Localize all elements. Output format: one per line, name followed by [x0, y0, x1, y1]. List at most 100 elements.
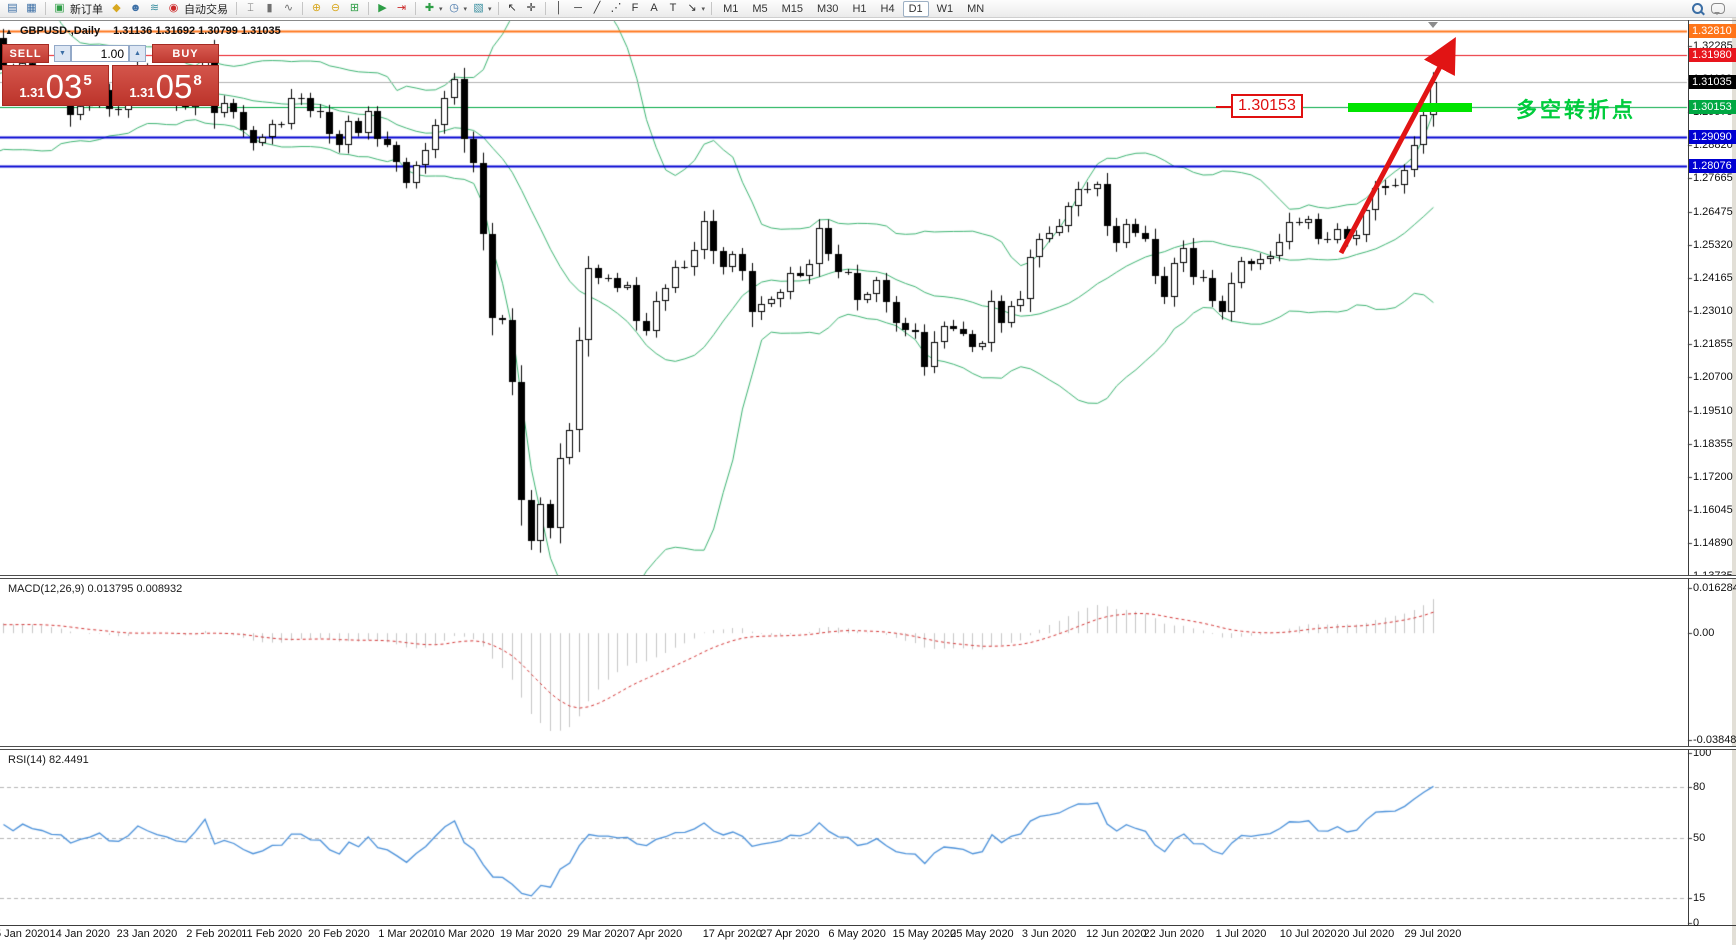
resistance-upper-price-badge: 1.32810 [1689, 24, 1736, 39]
text-tool-icon[interactable]: A [650, 2, 658, 14]
price-axis-tick: 1.17200 [1693, 471, 1733, 484]
main-macd-pane-separator[interactable] [0, 575, 1736, 579]
new-order-icon[interactable]: ▣ [54, 2, 65, 14]
timeframe-toolbar: M1 M5 M15 M30 H1 H4 D1 W1 MN [716, 0, 991, 17]
signals-icon[interactable]: ≋ [149, 2, 160, 14]
buy-price-display[interactable]: 1.31 05 8 [112, 65, 219, 106]
collapse-panel-icon[interactable]: ▲ [5, 27, 13, 36]
buy-button[interactable]: BUY [152, 44, 219, 63]
timeframe-mn[interactable]: MN [967, 2, 985, 15]
price-axis-tick: 1.20700 [1693, 371, 1733, 384]
experts-icon[interactable]: ☻ [129, 2, 142, 14]
indicators-dropdown-caret[interactable]: ▾ [439, 5, 443, 13]
channel-tool-icon[interactable]: ⋰ [610, 2, 622, 14]
sell-price-prefix: 1.31 [19, 85, 45, 100]
market-watch-icon[interactable]: ▤ [7, 2, 18, 14]
periods-dropdown-caret[interactable]: ▾ [463, 5, 468, 13]
timeframe-h4[interactable]: H4 [880, 2, 895, 15]
toolbar-separator [544, 2, 546, 15]
toolbar-separator [302, 2, 303, 15]
volume-input[interactable] [71, 45, 129, 62]
rsi-axis-tick: 80 [1693, 781, 1706, 793]
line-chart-icon[interactable]: ∿ [283, 2, 294, 14]
candlestick-chart-icon[interactable]: ▮ [266, 2, 273, 14]
autotrading-button[interactable]: 自动交易 [184, 3, 228, 16]
chart-shift-marker[interactable] [1428, 22, 1438, 28]
macd-rsi-pane-separator[interactable] [0, 746, 1736, 750]
indicators-icon[interactable]: ✚ [424, 2, 435, 14]
toolbar-separator [497, 2, 499, 15]
templates-icon[interactable]: ▧ [473, 2, 484, 14]
sell-button[interactable]: SELL [2, 44, 49, 63]
rsi-axis-tick: 100 [1693, 747, 1712, 759]
price-axis-line [1688, 20, 1689, 925]
buy-price-big: 05 [155, 68, 193, 105]
chart-shift-icon[interactable]: ▶ [378, 2, 387, 14]
periods-icon[interactable]: ◷ [449, 2, 459, 14]
text-label-tool-icon[interactable]: T [669, 2, 677, 14]
timeframe-m5[interactable]: M5 [752, 2, 768, 15]
time-axis-label: 17 Apr 2020 [702, 928, 763, 940]
time-axis-label: 3 Jun 2020 [1021, 928, 1077, 940]
time-axis-line [0, 925, 1736, 926]
rsi-axis-tick: 15 [1693, 891, 1706, 904]
zoom-out-icon[interactable]: ⊖ [330, 2, 341, 14]
rsi-axis-tick: 50 [1693, 832, 1706, 844]
fibonacci-tool-icon[interactable]: F [631, 2, 639, 14]
time-axis-label: 23 Jan 2020 [116, 928, 178, 940]
tile-windows-icon[interactable]: ⊞ [349, 2, 360, 14]
auto-scroll-icon[interactable]: ⇥ [396, 2, 407, 14]
timeframe-d1[interactable]: D1 [902, 0, 929, 17]
new-order-button[interactable]: 新订单 [70, 3, 103, 16]
buy-price-prefix: 1.31 [129, 85, 155, 100]
pivot-note-text[interactable]: 多空转折点 [1516, 98, 1636, 122]
toolbar-separator [368, 2, 369, 15]
time-axis-label: 22 Jun 2020 [1143, 928, 1205, 940]
time-axis-label: 10 Jul 2020 [1279, 928, 1337, 940]
horizontal-line-tool-icon[interactable]: ─ [574, 2, 582, 14]
zoom-in-icon[interactable]: ⊕ [311, 2, 322, 14]
community-icon[interactable] [1711, 3, 1725, 15]
price-axis-tick: 1.26475 [1693, 206, 1733, 219]
search-icon[interactable] [1692, 3, 1703, 14]
timeframe-m30[interactable]: M30 [817, 2, 839, 15]
timeframe-w1[interactable]: W1 [936, 2, 954, 15]
trendline-tool-icon[interactable]: ╱ [593, 2, 601, 14]
bar-chart-icon[interactable]: ⌶ [247, 2, 254, 14]
timeframe-h1[interactable]: H1 [852, 2, 867, 15]
main-toolbar: ▤ ▦ ▣ 新订单 ◆ ☻ ≋ ◉ 自动交易 ⌶ ▮ ∿ ⊕ ⊖ ⊞ ▶ ⇥ ✚… [0, 0, 1736, 18]
macd-axis-tick: 0.016284 [1693, 582, 1736, 594]
price-axis-tick: 1.18355 [1693, 438, 1733, 451]
symbol-ohlc-label: ▲ GBPUSD-,Daily 1.31136 1.31692 1.30799 … [5, 25, 281, 37]
crosshair-tool-icon[interactable]: ✛ [526, 2, 536, 14]
timeframe-m1[interactable]: M1 [723, 2, 739, 15]
cursor-tool-icon[interactable]: ↖ [507, 2, 517, 14]
vertical-line-tool-icon[interactable]: │ [555, 2, 563, 14]
autotrading-icon[interactable]: ◉ [168, 2, 179, 14]
pivot-highlight-bar[interactable] [1348, 103, 1472, 112]
metaeditor-icon[interactable]: ◆ [112, 2, 121, 14]
volume-increase-button[interactable]: ▲ [129, 45, 146, 62]
toolbar-separator [415, 2, 416, 15]
time-axis-label: 1 Mar 2020 [378, 928, 434, 940]
data-window-icon[interactable]: ▦ [26, 2, 37, 14]
support-price-label[interactable]: 1.30153 [1231, 94, 1303, 118]
arrows-dropdown-caret[interactable]: ▾ [701, 5, 706, 13]
support-lower-price-badge: 1.28076 [1689, 159, 1736, 174]
price-axis-tick: 1.25320 [1693, 239, 1733, 252]
price-axis-tick: 1.27665 [1693, 172, 1733, 185]
templates-dropdown-caret[interactable]: ▾ [488, 5, 492, 13]
price-axis-tick: 1.21855 [1693, 338, 1733, 351]
rsi-label: RSI(14) 82.4491 [8, 754, 89, 766]
time-axis-label: 12 Jun 2020 [1085, 928, 1147, 940]
volume-decrease-button[interactable]: ▼ [54, 45, 71, 62]
toolbar-separator [45, 2, 46, 15]
arrows-tool-icon[interactable]: ↘ [687, 2, 697, 14]
time-axis-label: 20 Jul 2020 [1337, 928, 1395, 940]
timeframe-m15[interactable]: M15 [781, 2, 804, 15]
time-axis-label: 7 Apr 2020 [628, 928, 683, 940]
sell-price-display[interactable]: 1.31 03 5 [2, 65, 109, 106]
chart-top-border [0, 20, 1736, 21]
price-axis-tick: 1.24165 [1693, 272, 1733, 285]
